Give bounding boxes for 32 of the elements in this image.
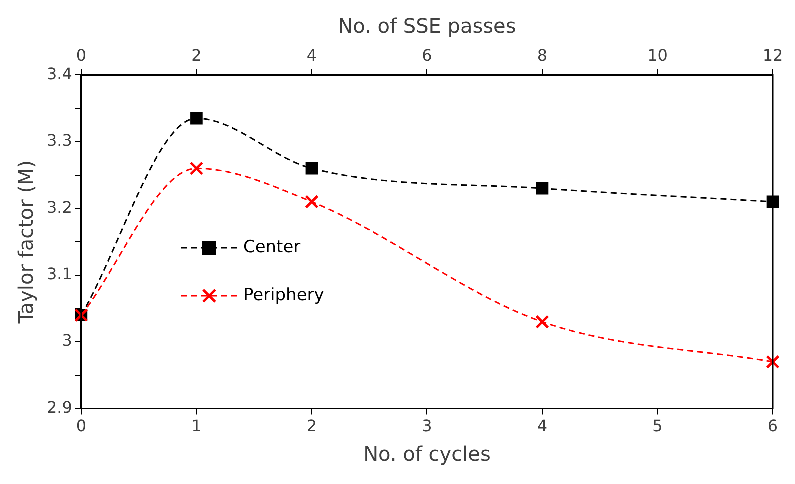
y-axis-title: Taylor factor (M)	[14, 160, 38, 325]
point	[536, 315, 550, 329]
y-tick-label: 3.2	[46, 198, 72, 217]
x2-tick-label: 12	[762, 46, 784, 65]
x-tick-label: 5	[652, 416, 663, 436]
x2-tick-label: 2	[192, 46, 202, 65]
x-tick-label: 1	[192, 416, 202, 436]
x-axis-title: No. of cycles	[364, 442, 491, 466]
y-tick-label: 3.4	[46, 64, 72, 84]
y-tick-label: 3	[62, 331, 72, 350]
x2-tick-label: 10	[648, 46, 668, 65]
point	[190, 112, 203, 125]
y-tick-label: 3.1	[46, 264, 72, 284]
x2-tick-label: 4	[306, 46, 318, 65]
legend-label: Periphery	[243, 285, 324, 306]
x-tick-label: 0	[76, 416, 87, 436]
x2-tick-label: 6	[422, 46, 432, 65]
x2-tick-label: 0	[76, 46, 87, 65]
x-tick-label: 3	[422, 416, 432, 436]
x-tick-label: 2	[306, 416, 318, 436]
y-tick-label: 2.9	[46, 398, 72, 417]
y-tick-label: 3.3	[46, 131, 72, 150]
point	[766, 355, 780, 370]
x-tick-label: 6	[768, 416, 778, 436]
point	[190, 162, 204, 176]
legend-label: Center	[243, 237, 301, 258]
point	[536, 182, 549, 195]
x-tick-label: 4	[537, 416, 548, 436]
x2-axis-title: No. of SSE passes	[338, 14, 516, 38]
point	[305, 195, 319, 209]
x2-tick-label: 8	[537, 46, 548, 65]
point	[306, 162, 318, 175]
